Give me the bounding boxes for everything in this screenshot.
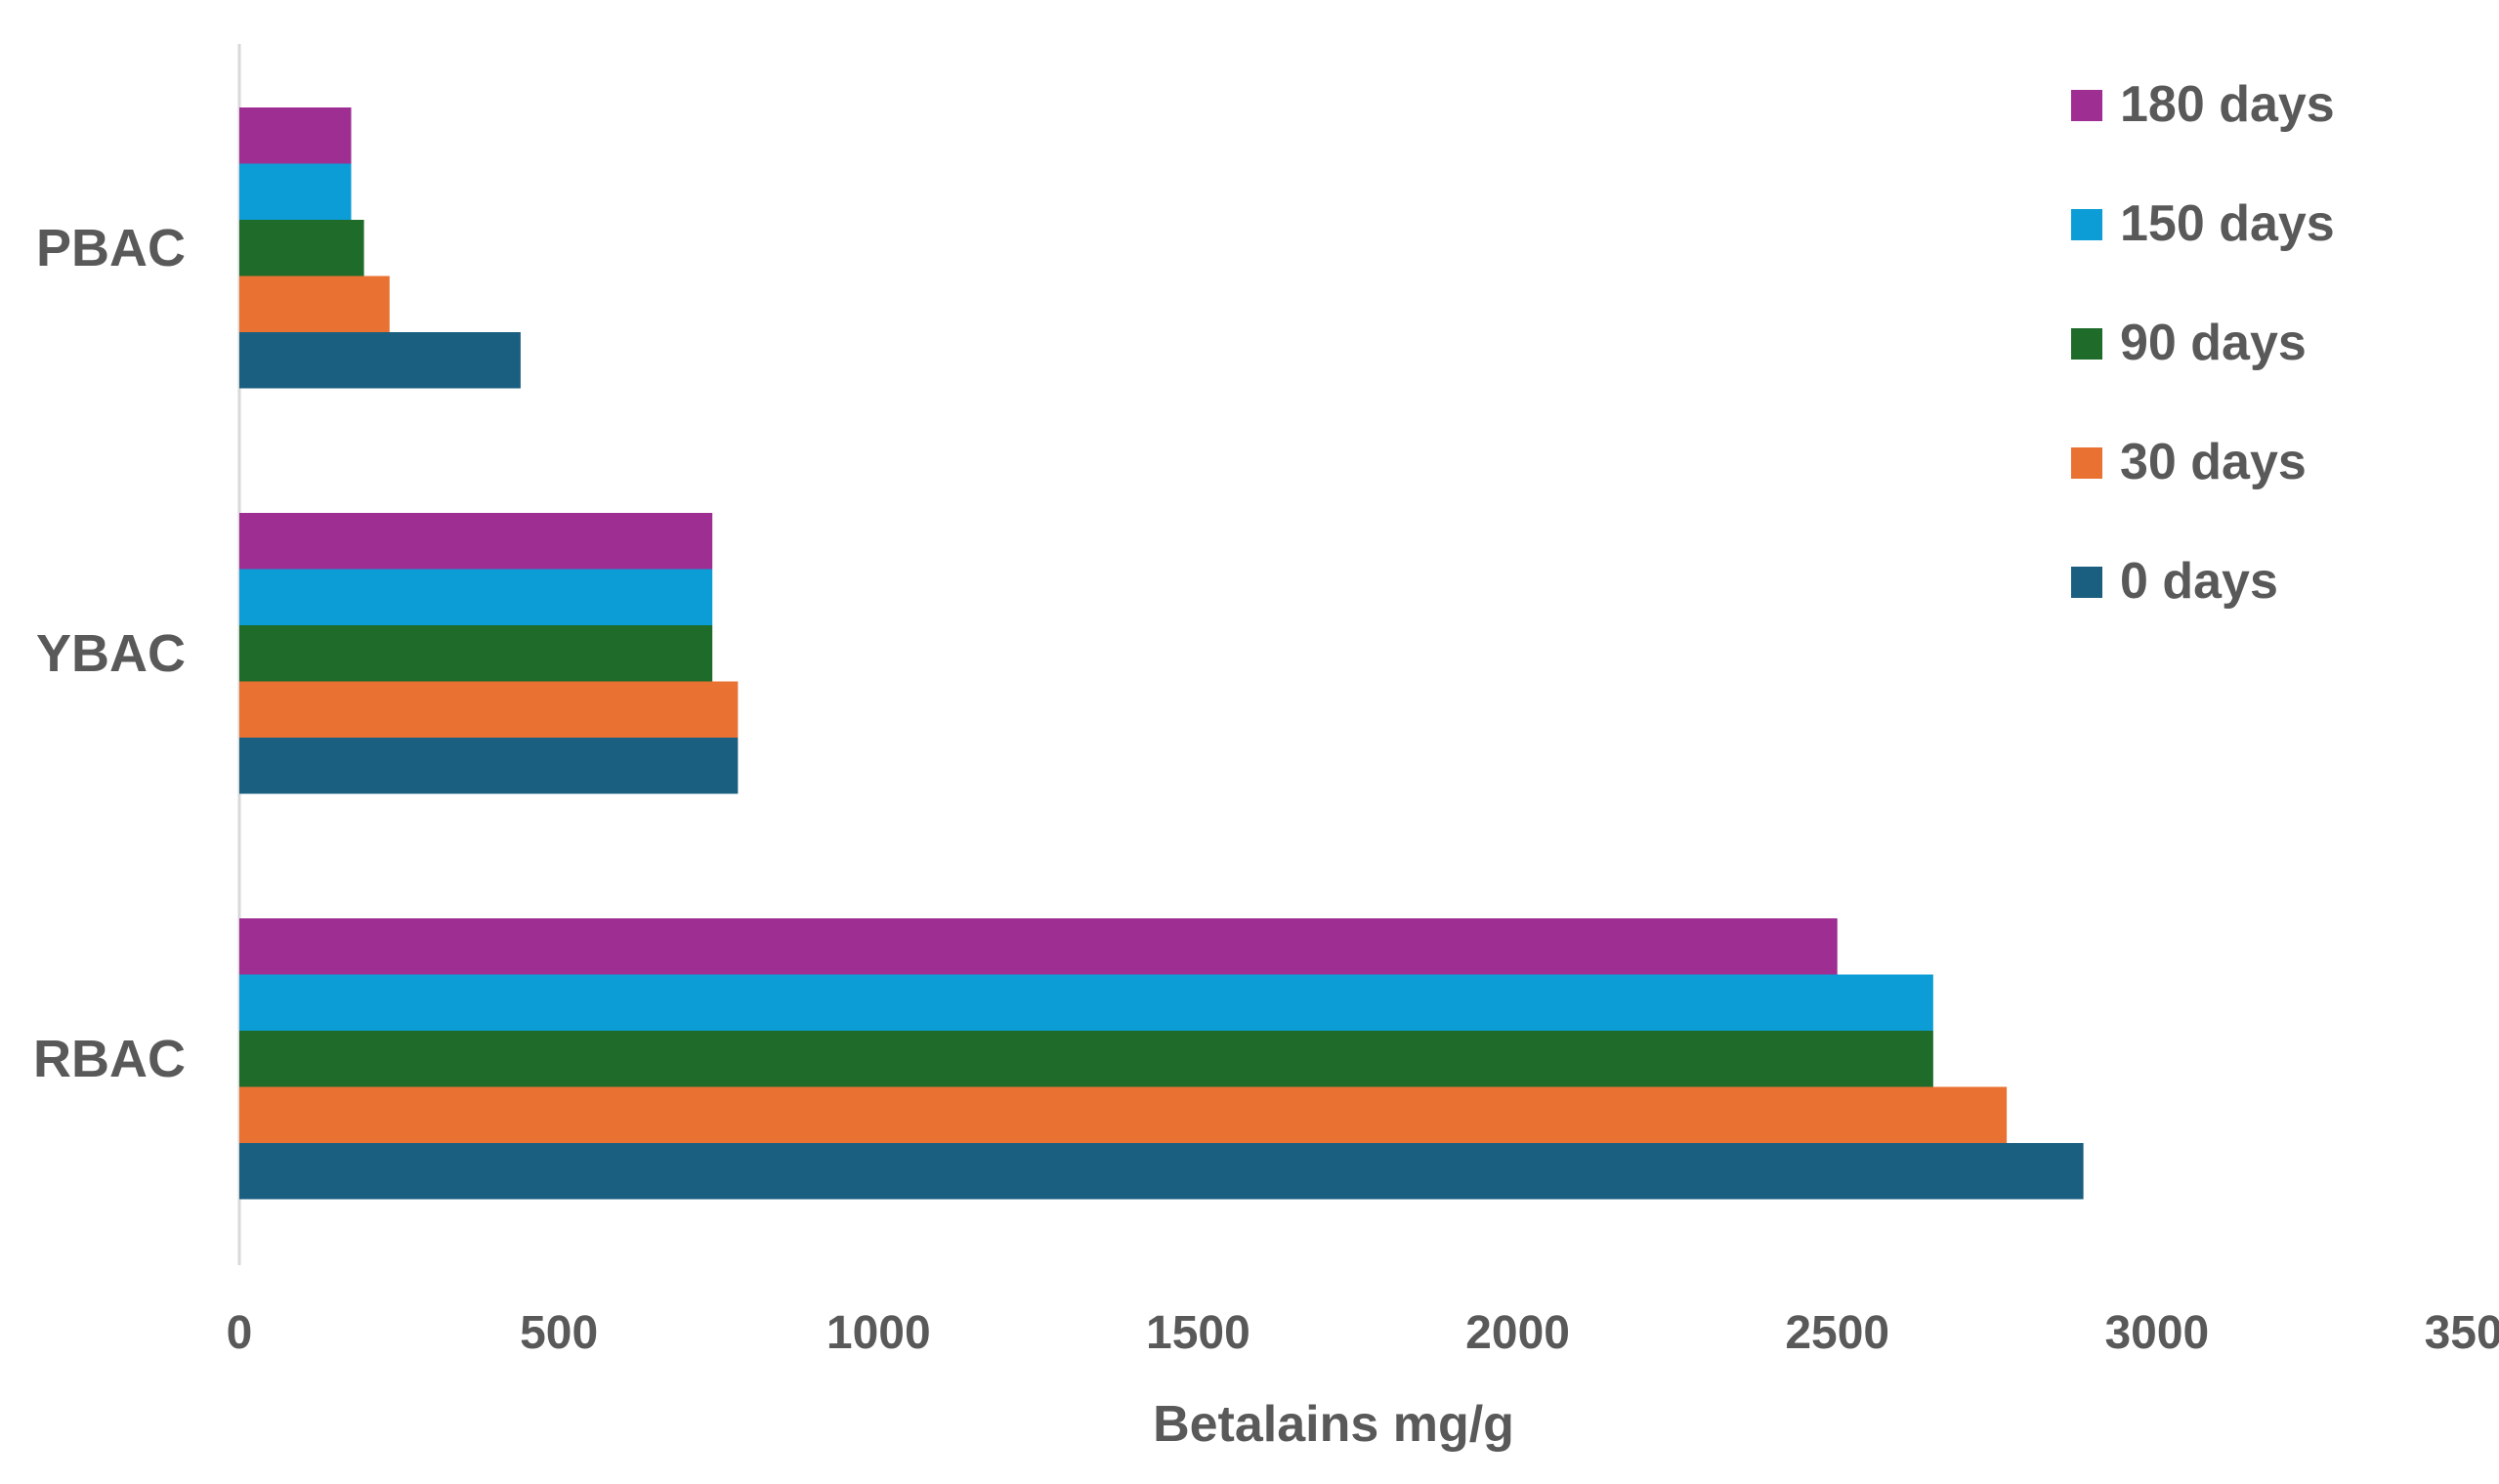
legend-label-150-days: 150 days bbox=[2120, 195, 2335, 252]
bar-rbac-0-days bbox=[239, 1143, 2084, 1200]
category-label-rbac: RBAC bbox=[33, 1030, 186, 1088]
tick-label-3000: 3000 bbox=[2104, 1307, 2209, 1359]
tick-label-2000: 2000 bbox=[1465, 1307, 1570, 1359]
bar-rbac-90-days bbox=[239, 1031, 1933, 1087]
legend-swatch-0-days bbox=[2071, 567, 2102, 598]
bar-ybac-0-days bbox=[239, 738, 739, 794]
bar-pbac-90-days bbox=[239, 220, 364, 276]
category-label-pbac: PBAC bbox=[36, 219, 186, 277]
bar-ybac-180-days bbox=[239, 513, 713, 570]
tick-label-2500: 2500 bbox=[1785, 1307, 1889, 1359]
value-axis-ticks: 0 500 1000 1500 2000 2500 3000 3500 bbox=[227, 1307, 2499, 1359]
bar-rbac-180-days bbox=[239, 918, 1838, 975]
tick-label-1000: 1000 bbox=[826, 1307, 931, 1359]
bar-pbac-150-days bbox=[239, 163, 352, 220]
bar-ybac-150-days bbox=[239, 569, 713, 625]
tick-label-500: 500 bbox=[520, 1307, 598, 1359]
bars-group bbox=[239, 107, 2084, 1200]
bar-pbac-30-days bbox=[239, 276, 390, 332]
legend-label-0-days: 0 days bbox=[2120, 553, 2278, 610]
legend-swatch-30-days bbox=[2071, 447, 2102, 479]
category-label-ybac: YBAC bbox=[36, 624, 186, 683]
tick-label-3500: 3500 bbox=[2425, 1307, 2499, 1359]
legend-label-180-days: 180 days bbox=[2120, 76, 2335, 133]
bar-ybac-30-days bbox=[239, 681, 739, 738]
x-axis-title: Betalains mg/g bbox=[1153, 1396, 1514, 1453]
tick-label-0: 0 bbox=[227, 1307, 253, 1359]
legend: 180 days 150 days 90 days 30 days 0 days bbox=[2071, 76, 2335, 610]
category-labels: PBAC YBAC RBAC bbox=[33, 219, 186, 1088]
legend-label-90-days: 90 days bbox=[2120, 315, 2307, 371]
bar-rbac-30-days bbox=[239, 1086, 2008, 1143]
legend-swatch-150-days bbox=[2071, 209, 2102, 240]
bar-pbac-0-days bbox=[239, 332, 521, 389]
legend-swatch-180-days bbox=[2071, 90, 2102, 121]
legend-swatch-90-days bbox=[2071, 328, 2102, 360]
bar-rbac-150-days bbox=[239, 974, 1933, 1031]
tick-label-1500: 1500 bbox=[1146, 1307, 1250, 1359]
bar-ybac-90-days bbox=[239, 625, 713, 682]
bar-pbac-180-days bbox=[239, 107, 352, 164]
legend-label-30-days: 30 days bbox=[2120, 434, 2307, 490]
